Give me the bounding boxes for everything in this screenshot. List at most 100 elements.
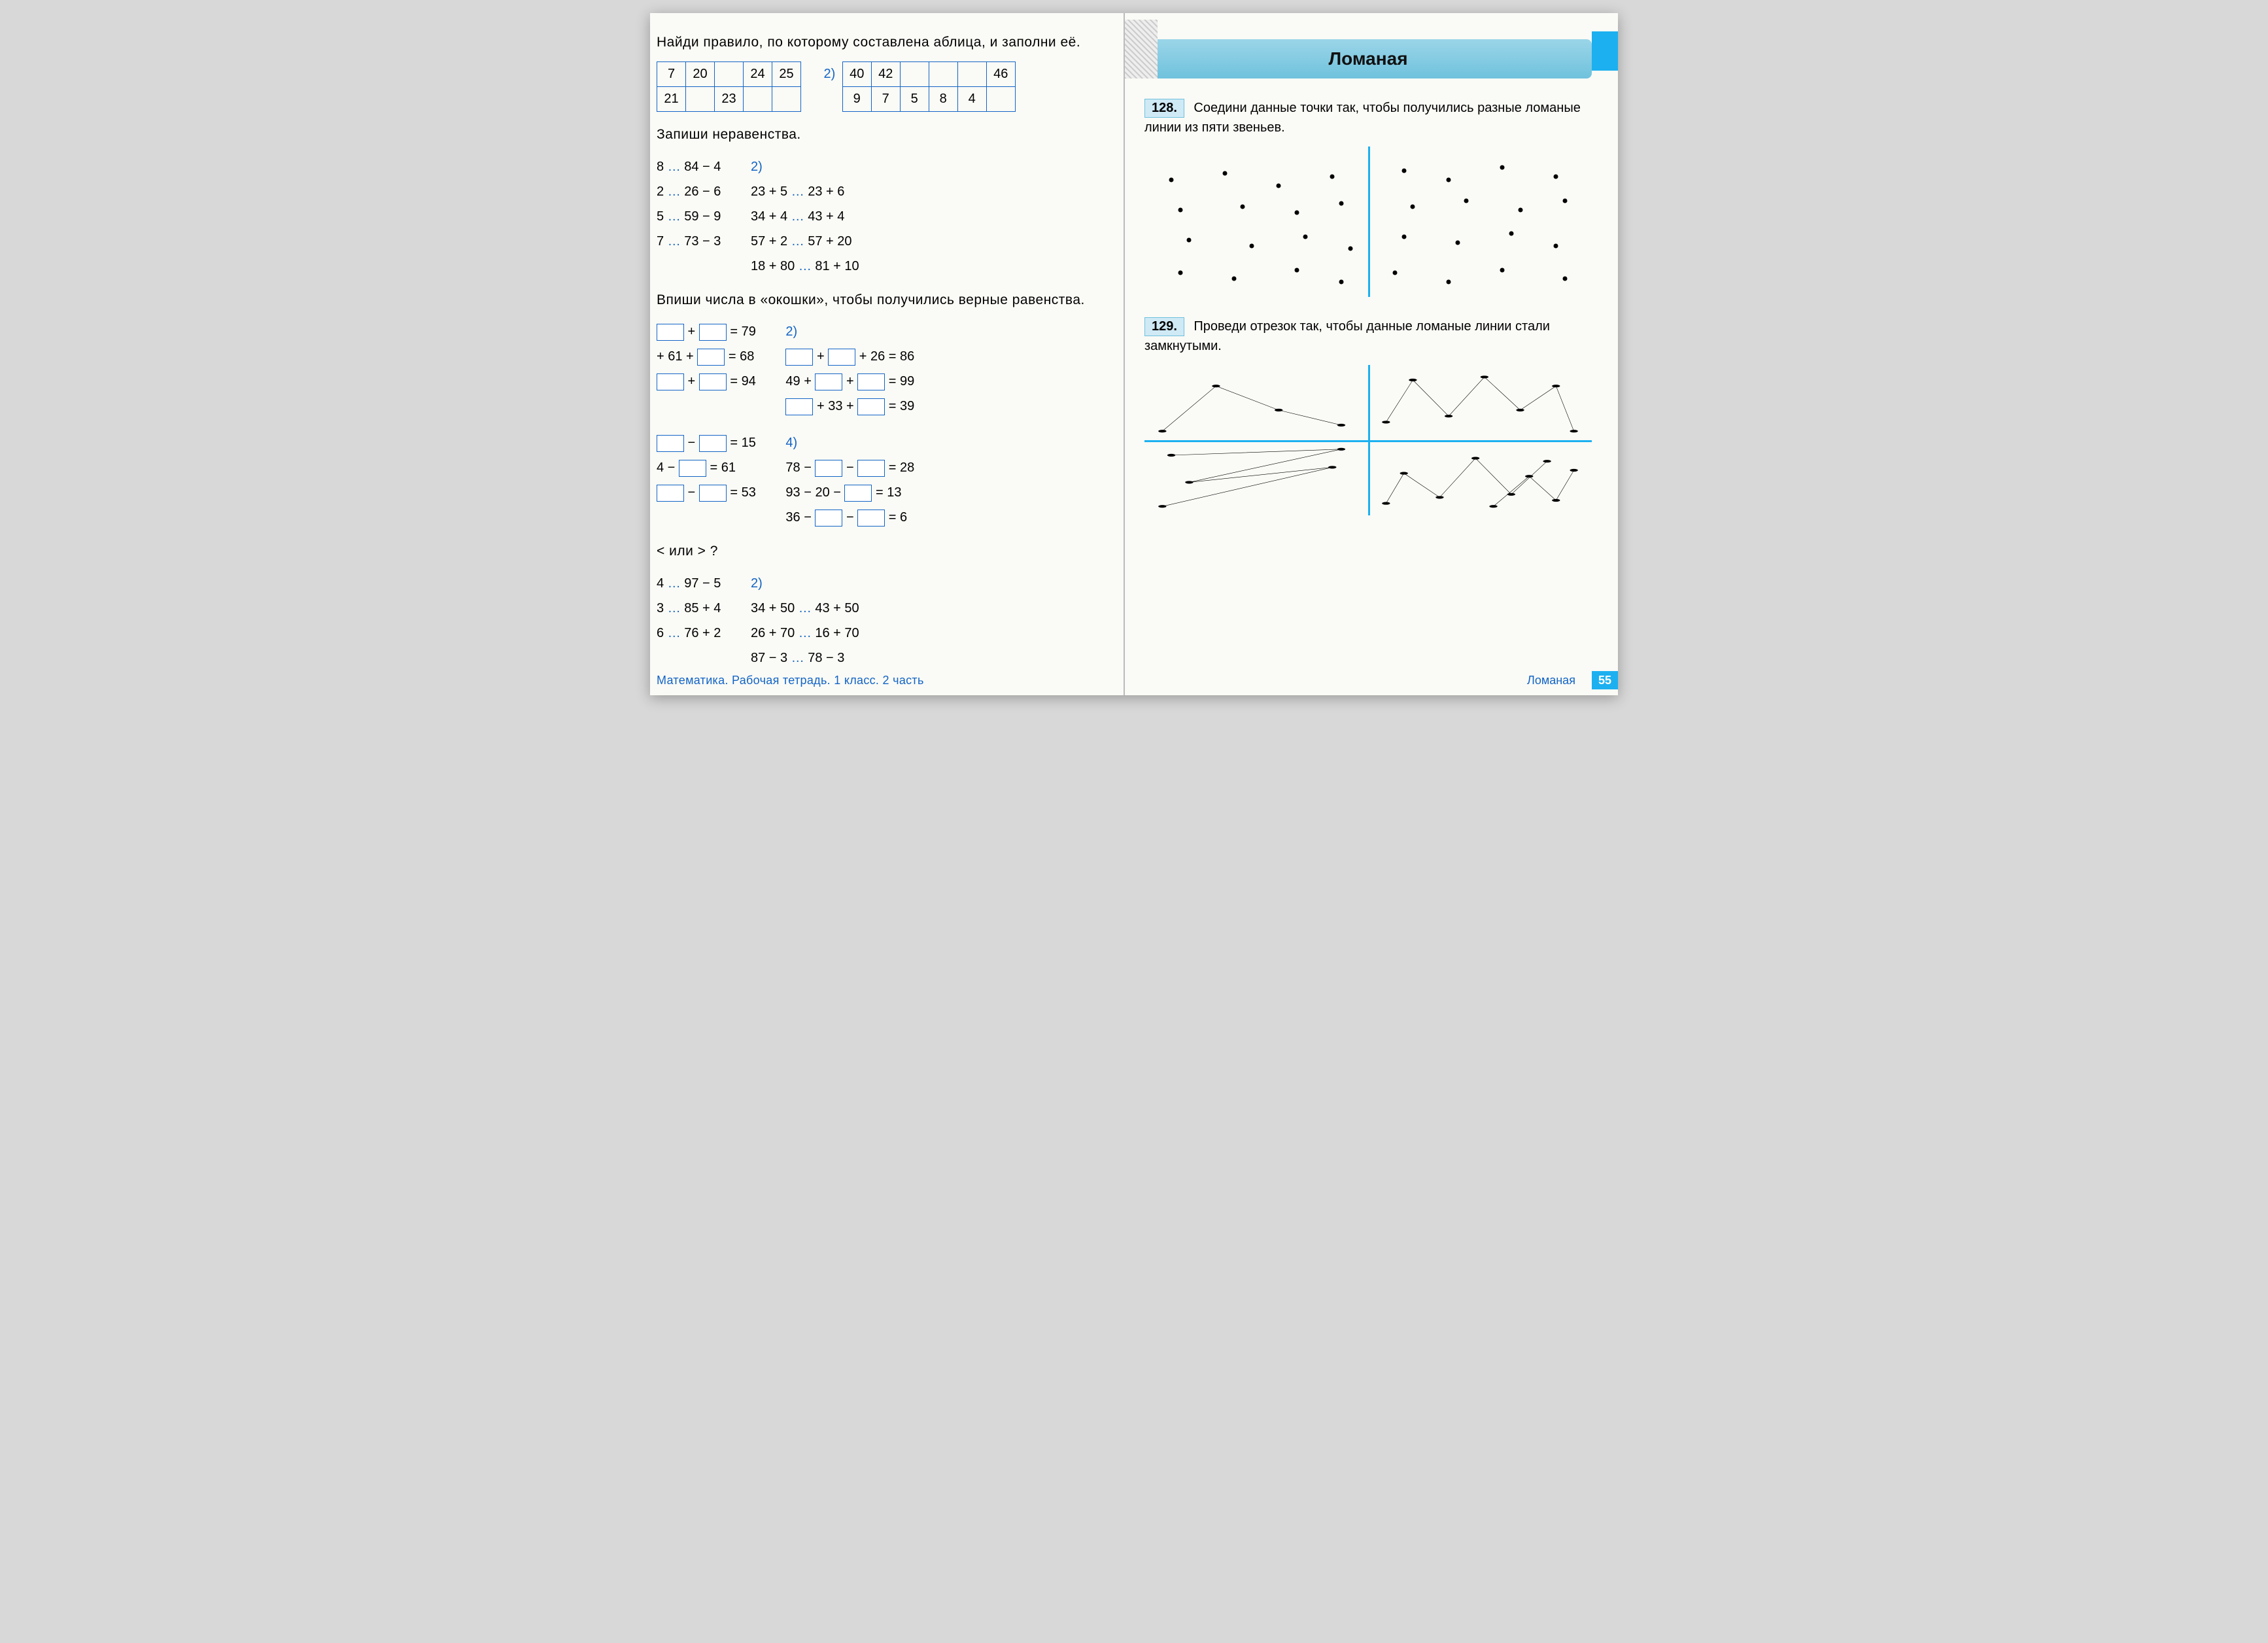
dot <box>1518 207 1522 212</box>
dot <box>1401 235 1406 239</box>
table-cell: 40 <box>842 62 871 87</box>
eq-col-1: + = 79 + 61 + = 68 + = 94 <box>657 319 756 394</box>
dot <box>1339 201 1343 206</box>
answer-box[interactable] <box>699 373 727 390</box>
dot <box>1223 171 1228 176</box>
answer-box[interactable] <box>815 460 842 477</box>
table-cell <box>744 87 772 112</box>
eq-line: + 61 + = 68 <box>657 344 756 369</box>
answer-box[interactable] <box>697 349 725 366</box>
grid-128-vline <box>1368 147 1370 297</box>
tables-row: 72024252123 2) 40424697584 <box>657 61 1104 112</box>
dot <box>1178 271 1182 275</box>
answer-box[interactable] <box>857 460 885 477</box>
answer-box[interactable] <box>657 485 684 502</box>
dot <box>1169 177 1174 182</box>
eq-line: 57 + 2 … 57 + 20 <box>751 229 859 254</box>
answer-box[interactable] <box>785 398 813 415</box>
answer-box[interactable] <box>699 485 727 502</box>
answer-box[interactable] <box>815 510 842 527</box>
dot <box>1303 235 1308 239</box>
task-128: 128. Соедини данные точки так, чтобы пол… <box>1144 98 1592 137</box>
answer-box[interactable] <box>844 485 872 502</box>
dot <box>1464 198 1469 203</box>
table-cell: 23 <box>715 87 744 112</box>
answer-box[interactable] <box>699 324 727 341</box>
answer-box[interactable] <box>679 460 706 477</box>
compare-block: 4 … 97 − 53 … 85 + 46 … 76 + 2 2) 34 + 5… <box>657 571 1104 670</box>
task-129: 129. Проведи отрезок так, чтобы данные л… <box>1144 317 1592 356</box>
chapter-title: Ломаная <box>1328 48 1407 69</box>
eq-line: 18 + 80 … 81 + 10 <box>751 254 859 279</box>
table-2-label: 2) <box>823 61 835 82</box>
eq-line: 6 … 76 + 2 <box>657 621 721 646</box>
dot <box>1393 271 1398 275</box>
table-cell <box>900 62 929 87</box>
table-1: 72024252123 <box>657 61 801 112</box>
table-cell: 4 <box>957 87 986 112</box>
dot <box>1411 205 1415 209</box>
eq-group-1: + = 79 + 61 + = 68 + = 94 2) + + 26 = 86… <box>657 319 1104 419</box>
answer-box[interactable] <box>815 373 842 390</box>
dot <box>1250 243 1254 248</box>
dot <box>1500 268 1505 272</box>
cmp-right-label: 2) <box>751 576 763 591</box>
eq-line: 5 … 59 − 9 <box>657 204 721 229</box>
table-cell: 7 <box>657 62 686 87</box>
table-2: 40424697584 <box>842 61 1016 112</box>
footer-right-label: Ломаная <box>1527 674 1575 687</box>
dot <box>1187 237 1192 242</box>
dot <box>1509 232 1513 236</box>
answer-box[interactable] <box>828 349 855 366</box>
inequalities: 8 … 84 − 42 … 26 − 65 … 59 − 97 … 73 − 3… <box>657 154 1104 279</box>
dot <box>1294 268 1299 272</box>
ineq-col-right: 2) 23 + 5 … 23 + 634 + 4 … 43 + 457 + 2 … <box>751 154 859 279</box>
dot <box>1455 241 1460 245</box>
table-cell: 46 <box>986 62 1015 87</box>
task-129-text: Проведи отрезок так, чтобы данные ломаны… <box>1144 319 1550 353</box>
dot <box>1294 211 1299 215</box>
dot <box>1330 175 1335 179</box>
answer-box[interactable] <box>657 435 684 452</box>
table-cell <box>957 62 986 87</box>
eq-line: + = 94 <box>657 369 756 394</box>
eq-line: 8 … 84 − 4 <box>657 154 721 179</box>
table-cell: 21 <box>657 87 686 112</box>
eq-line: + = 79 <box>657 319 756 344</box>
dot <box>1562 277 1567 281</box>
answer-box[interactable] <box>857 510 885 527</box>
cmp-col-left: 4 … 97 − 53 … 85 + 46 … 76 + 2 <box>657 571 721 646</box>
answer-box[interactable] <box>857 373 885 390</box>
answer-box[interactable] <box>785 349 813 366</box>
table-cell: 24 <box>744 62 772 87</box>
grid-128 <box>1144 147 1592 297</box>
task-128-num: 128. <box>1144 99 1184 118</box>
task-128-text: Соедини данные точки так, чтобы получили… <box>1144 101 1581 135</box>
eq-col-1b: 2) + + 26 = 86 49 + + = 99 + 33 + = 39 <box>785 319 914 419</box>
answer-box[interactable] <box>657 324 684 341</box>
answer-box[interactable] <box>699 435 727 452</box>
table-cell: 5 <box>900 87 929 112</box>
table-cell: 8 <box>929 87 957 112</box>
dot <box>1339 280 1343 285</box>
eq-line: 23 + 5 … 23 + 6 <box>751 179 859 204</box>
eq-line: 4 − = 61 <box>657 455 756 480</box>
eq-line: 2 … 26 − 6 <box>657 179 721 204</box>
dot <box>1277 183 1281 188</box>
eq-line: 3 … 85 + 4 <box>657 596 721 621</box>
eq-line: 36 − − = 6 <box>785 505 914 530</box>
eq1b-label: 2) <box>785 324 797 339</box>
eq-line: 7 … 73 − 3 <box>657 229 721 254</box>
eq2b-label: 4) <box>785 436 797 450</box>
eq-line: + + 26 = 86 <box>785 344 914 369</box>
answer-box[interactable] <box>657 373 684 390</box>
dot <box>1554 243 1558 248</box>
right-page: Ломаная 128. Соедини данные точки так, ч… <box>1125 13 1618 695</box>
footer-left: Математика. Рабочая тетрадь. 1 класс. 2 … <box>657 674 924 687</box>
table-cell: 7 <box>871 87 900 112</box>
answer-box[interactable] <box>857 398 885 415</box>
dot <box>1447 280 1451 285</box>
table-cell: 25 <box>772 62 801 87</box>
eq-line: − = 15 <box>657 430 756 455</box>
eq-line: 49 + + = 99 <box>785 369 914 394</box>
